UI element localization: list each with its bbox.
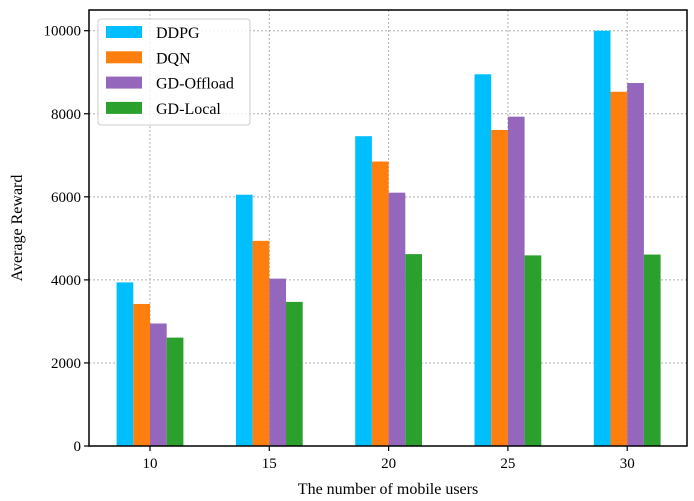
x-axis: 10 15 20 25 30 xyxy=(143,446,635,472)
x-tick-label: 25 xyxy=(500,456,515,472)
legend-swatch-gd-local xyxy=(106,101,142,114)
x-tick-label: 15 xyxy=(262,456,277,472)
bar-dqn-20 xyxy=(371,161,389,446)
x-axis-label: The number of mobile users xyxy=(298,481,478,498)
bar-gd-offload-10 xyxy=(150,323,167,446)
bar-dqn-15 xyxy=(252,240,270,446)
bar-ddpg-20 xyxy=(355,136,372,446)
legend-swatch-dqn xyxy=(106,51,142,64)
bars xyxy=(116,30,661,447)
legend-label: DQN xyxy=(156,50,191,67)
legend-swatch-gd-offload xyxy=(106,76,142,89)
y-axis: 0 2000 4000 6000 8000 10000 xyxy=(44,24,89,455)
bar-ddpg-10 xyxy=(116,282,134,446)
bar-dqn-30 xyxy=(610,91,628,447)
x-tick-label: 20 xyxy=(381,456,396,472)
legend-box xyxy=(97,18,251,126)
legend-swatch-ddpg xyxy=(106,26,142,38)
x-tick-label: 30 xyxy=(620,456,635,472)
bar-ddpg-25 xyxy=(474,74,492,446)
y-tick-label: 10000 xyxy=(44,24,82,40)
bar-gd-local-20 xyxy=(405,254,422,446)
y-tick-label: 2000 xyxy=(51,356,81,372)
bar-gd-offload-20 xyxy=(388,192,406,446)
legend-label: GD-Local xyxy=(156,101,221,118)
bar-gd-local-30 xyxy=(643,254,661,446)
bar-gd-offload-25 xyxy=(507,116,525,446)
y-tick-label: 0 xyxy=(74,439,82,455)
legend: DDPG DQN GD-Offload GD-Local xyxy=(97,18,251,126)
bar-dqn-10 xyxy=(133,303,150,446)
y-tick-label: 6000 xyxy=(51,190,81,206)
bar-ddpg-30 xyxy=(593,30,611,446)
bar-ddpg-15 xyxy=(235,194,253,446)
y-tick-label: 4000 xyxy=(51,273,81,289)
legend-label: DDPG xyxy=(156,25,200,42)
bar-dqn-25 xyxy=(491,129,508,446)
x-tick-label: 10 xyxy=(143,456,158,472)
y-tick-label: 8000 xyxy=(51,107,81,123)
bar-gd-offload-15 xyxy=(269,278,286,446)
bar-gd-local-25 xyxy=(524,255,542,446)
bar-gd-offload-30 xyxy=(627,83,644,446)
bar-gd-local-15 xyxy=(286,301,303,446)
bar-gd-local-10 xyxy=(166,337,184,446)
y-axis-label: Average Reward xyxy=(9,175,26,282)
legend-label: GD-Offload xyxy=(156,76,234,93)
